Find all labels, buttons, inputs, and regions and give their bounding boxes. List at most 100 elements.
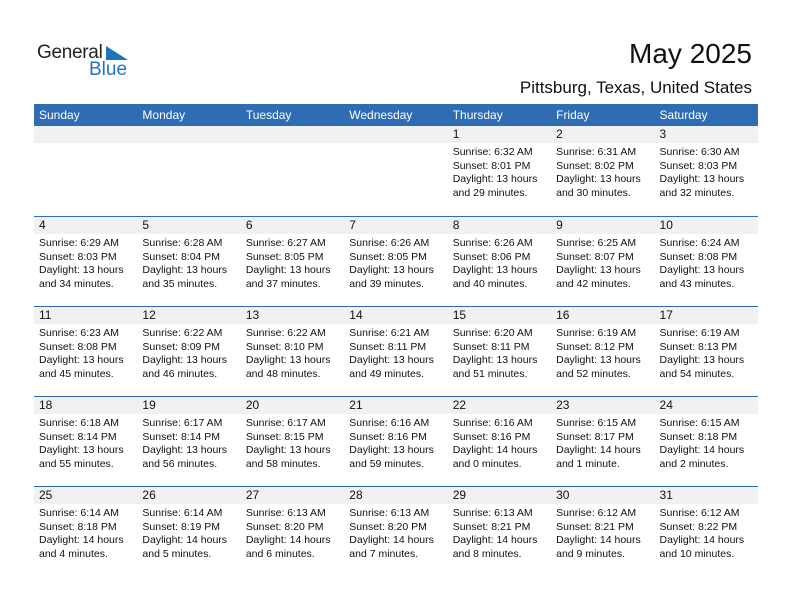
day-info: Sunrise: 6:14 AM Sunset: 8:19 PM Daylight:… — [137, 504, 240, 561]
day-info: Sunrise: 6:26 AM Sunset: 8:06 PM Daylight:… — [448, 234, 551, 291]
empty-day-cell — [137, 126, 241, 216]
daylight-text: and 48 minutes. — [245, 367, 321, 380]
daylight-text: and 32 minutes. — [659, 186, 735, 199]
daylight-text: and 34 minutes. — [39, 277, 114, 290]
daylight-text: and 42 minutes. — [556, 277, 631, 290]
day-number: 13 — [240, 307, 345, 324]
sunset-text: Sunset: 8:12 PM — [556, 340, 634, 353]
sunset-text: Sunset: 8:13 PM — [659, 340, 738, 353]
daylight-text: Daylight: 14 hours — [452, 444, 538, 456]
daylight-text: Daylight: 14 hours — [142, 534, 228, 546]
day-cell: 24 Sunrise: 6:15 AM Sunset: 8:18 PM Dayligh… — [654, 397, 758, 486]
day-info: Sunrise: 6:13 AM Sunset: 8:20 PM Daylight:… — [344, 504, 447, 561]
sunrise-text: Sunrise: 6:22 AM — [245, 327, 326, 339]
daylight-text: and 1 minute. — [556, 457, 620, 470]
day-cell: 19 Sunrise: 6:17 AM Sunset: 8:14 PM Dayligh… — [137, 397, 241, 486]
sunset-text: Sunset: 8:06 PM — [452, 250, 531, 263]
weekday-monday: Monday — [142, 108, 186, 122]
page-title: May 2025 — [629, 38, 752, 69]
daylight-text: Daylight: 13 hours — [452, 264, 538, 276]
daylight-text: Daylight: 13 hours — [349, 354, 434, 366]
daylight-text: Daylight: 14 hours — [659, 534, 745, 546]
day-number: 15 — [447, 307, 552, 324]
weekday-tuesday: Tuesday — [245, 108, 292, 122]
sunrise-text: Sunrise: 6:16 AM — [452, 417, 533, 429]
weekday-saturday: Saturday — [659, 108, 708, 122]
daylight-text: Daylight: 14 hours — [556, 534, 641, 546]
day-cell: 15 Sunrise: 6:20 AM Sunset: 8:11 PM Dayligh… — [447, 307, 552, 396]
logo-blue-text: Blue — [89, 59, 128, 80]
day-info: Sunrise: 6:19 AM Sunset: 8:13 PM Daylight:… — [655, 324, 758, 381]
weekday-thursday: Thursday — [452, 108, 503, 122]
day-cell: 5 Sunrise: 6:28 AM Sunset: 8:04 PM Daylight… — [137, 217, 241, 306]
daylight-text: and 46 minutes. — [142, 367, 218, 380]
day-cell: 10 Sunrise: 6:24 AM Sunset: 8:08 PM Dayligh… — [654, 217, 758, 306]
day-cell: 9 Sunrise: 6:25 AM Sunset: 8:07 PM Daylight… — [551, 217, 655, 306]
day-cell: 31 Sunrise: 6:12 AM Sunset: 8:22 PM Dayligh… — [654, 487, 758, 576]
sunrise-text: Sunrise: 6:21 AM — [349, 327, 430, 339]
daylight-text: Daylight: 13 hours — [245, 354, 331, 366]
daylight-text: and 35 minutes. — [142, 277, 218, 290]
daylight-text: and 6 minutes. — [245, 547, 315, 560]
day-info: Sunrise: 6:18 AM Sunset: 8:14 PM Daylight:… — [34, 414, 137, 471]
day-info: Sunrise: 6:16 AM Sunset: 8:16 PM Daylight:… — [344, 414, 447, 471]
sunset-text: Sunset: 8:19 PM — [142, 520, 221, 533]
daylight-text: and 7 minutes. — [349, 547, 419, 560]
sunset-text: Sunset: 8:22 PM — [659, 520, 738, 533]
sunset-text: Sunset: 8:05 PM — [245, 250, 324, 263]
day-number: 3 — [654, 126, 758, 143]
week-row: 25 Sunrise: 6:14 AM Sunset: 8:18 PM Dayligh… — [34, 486, 758, 576]
day-info: Sunrise: 6:22 AM Sunset: 8:09 PM Daylight:… — [137, 324, 240, 381]
sunset-text: Sunset: 8:11 PM — [349, 340, 427, 353]
daylight-text: and 55 minutes. — [39, 457, 114, 470]
sunrise-text: Sunrise: 6:12 AM — [659, 507, 740, 519]
day-number: 20 — [240, 397, 345, 414]
sunrise-text: Sunrise: 6:27 AM — [245, 237, 326, 249]
day-number: 18 — [34, 397, 138, 414]
day-number: 6 — [240, 217, 345, 234]
day-cell: 22 Sunrise: 6:16 AM Sunset: 8:16 PM Dayligh… — [447, 397, 552, 486]
daylight-text: Daylight: 13 hours — [556, 264, 641, 276]
day-info: Sunrise: 6:14 AM Sunset: 8:18 PM Daylight:… — [34, 504, 137, 561]
daylight-text: and 45 minutes. — [39, 367, 114, 380]
daylight-text: and 40 minutes. — [452, 277, 528, 290]
sunset-text: Sunset: 8:03 PM — [39, 250, 117, 263]
week-row: 18 Sunrise: 6:18 AM Sunset: 8:14 PM Dayligh… — [34, 396, 758, 486]
daylight-text: and 8 minutes. — [452, 547, 522, 560]
daylight-text: and 2 minutes. — [659, 457, 729, 470]
day-info: Sunrise: 6:13 AM Sunset: 8:20 PM Daylight:… — [241, 504, 344, 561]
sunset-text: Sunset: 8:18 PM — [659, 430, 738, 443]
daylight-text: Daylight: 13 hours — [659, 173, 745, 185]
daylight-text: and 4 minutes. — [39, 547, 108, 560]
weekday-friday: Friday — [556, 108, 590, 122]
day-number: 9 — [551, 217, 655, 234]
sunrise-text: Sunrise: 6:13 AM — [349, 507, 430, 519]
daylight-text: Daylight: 13 hours — [659, 264, 745, 276]
day-number: 25 — [34, 487, 138, 504]
day-cell: 18 Sunrise: 6:18 AM Sunset: 8:14 PM Dayligh… — [34, 397, 138, 486]
sunset-text: Sunset: 8:14 PM — [142, 430, 221, 443]
day-number: 11 — [34, 307, 138, 324]
calendar: Sunday Monday Tuesday Wednesday Thursday Frid… — [34, 104, 758, 576]
day-number: 31 — [654, 487, 758, 504]
day-cell: 26 Sunrise: 6:14 AM Sunset: 8:19 PM Dayligh… — [137, 487, 241, 576]
day-number — [137, 126, 241, 143]
day-number — [34, 126, 138, 143]
week-row: 11 Sunrise: 6:23 AM Sunset: 8:08 PM Dayligh… — [34, 306, 758, 396]
sunrise-text: Sunrise: 6:31 AM — [556, 146, 637, 158]
sunrise-text: Sunrise: 6:29 AM — [39, 237, 119, 249]
sunrise-text: Sunrise: 6:12 AM — [556, 507, 637, 519]
sunset-text: Sunset: 8:09 PM — [142, 340, 221, 353]
sunset-text: Sunset: 8:20 PM — [245, 520, 324, 533]
logo-general-text: General — [37, 42, 103, 63]
daylight-text: Daylight: 13 hours — [142, 354, 228, 366]
daylight-text: Daylight: 13 hours — [349, 444, 434, 456]
sunrise-text: Sunrise: 6:30 AM — [659, 146, 740, 158]
day-number: 26 — [137, 487, 241, 504]
sunset-text: Sunset: 8:14 PM — [39, 430, 117, 443]
daylight-text: and 43 minutes. — [659, 277, 735, 290]
weekday-sunday: Sunday — [39, 108, 80, 122]
daylight-text: Daylight: 14 hours — [245, 534, 331, 546]
daylight-text: and 39 minutes. — [349, 277, 424, 290]
daylight-text: Daylight: 14 hours — [349, 534, 434, 546]
